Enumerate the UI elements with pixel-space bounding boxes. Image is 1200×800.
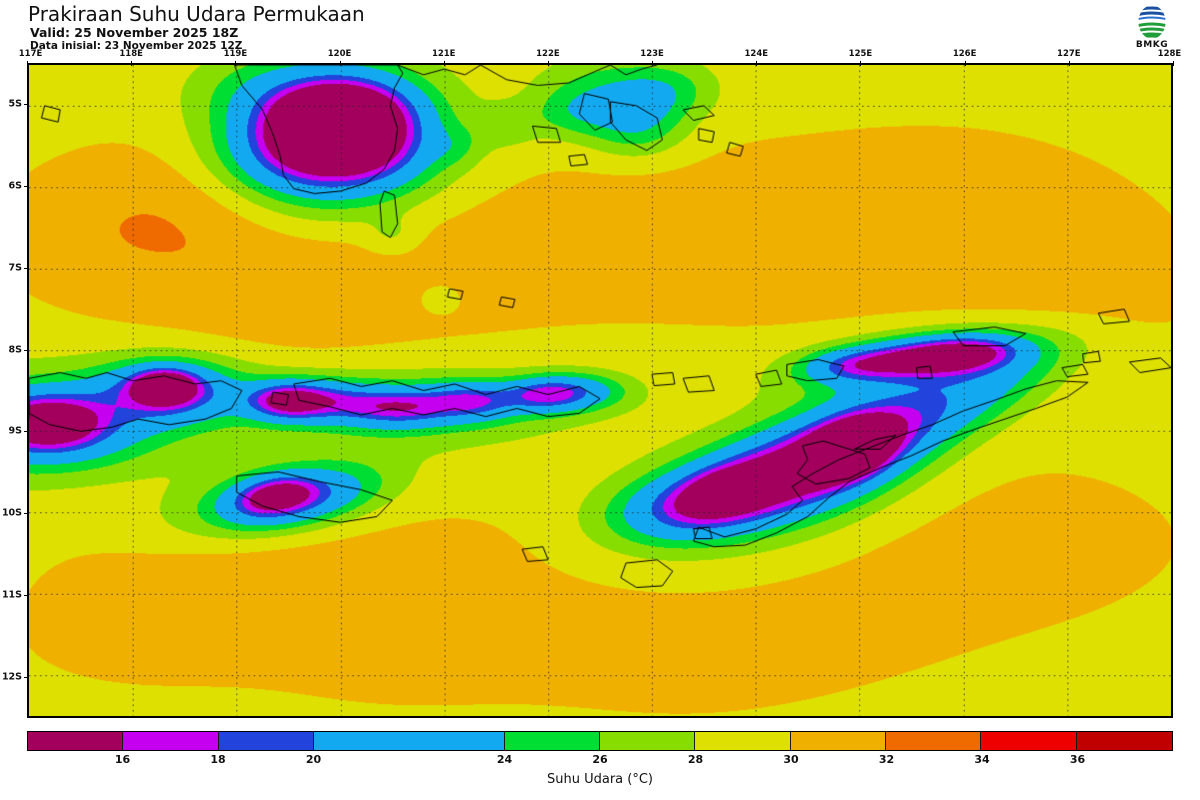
colorbar-tick-label: 26 — [592, 753, 608, 766]
y-axis-tick — [24, 431, 29, 433]
colorbar-tick-label: 18 — [210, 753, 226, 766]
colorbar-band — [123, 732, 219, 750]
colorbar-title: Suhu Udara (°C) — [547, 772, 653, 787]
x-axis-tick — [756, 61, 758, 66]
y-axis-tick — [24, 103, 29, 105]
y-axis-tick — [24, 349, 29, 351]
temperature-field-canvas — [29, 65, 1171, 716]
colorbar-tick-label: 34 — [974, 753, 990, 766]
y-axis-label: 12S — [1, 671, 22, 683]
colorbar-band — [885, 732, 982, 750]
colorbar-tick-label: 16 — [114, 753, 131, 766]
colorbar-tick-label: 36 — [1069, 753, 1086, 766]
y-axis-label: 6S — [8, 180, 22, 192]
colorbar-tick-label: 30 — [783, 753, 799, 766]
colorbar-band — [981, 732, 1077, 750]
x-axis-label: 119E — [223, 49, 248, 59]
x-axis-label: 123E — [640, 49, 664, 59]
x-axis-label: 117E — [18, 49, 43, 59]
y-axis-tick — [24, 677, 29, 679]
x-axis-tick — [27, 61, 28, 66]
y-axis-tick — [24, 185, 29, 187]
y-axis-label: 8S — [8, 344, 22, 356]
colorbar-band — [1076, 732, 1172, 750]
valid-time-label: Valid: 25 November 2025 18Z — [30, 25, 239, 40]
colorbar-tick-label: 20 — [305, 753, 322, 766]
x-axis-label: 128E — [1157, 49, 1182, 59]
x-axis-label: 122E — [536, 49, 560, 59]
x-axis-label: 118E — [119, 49, 143, 59]
colorbar-band — [28, 732, 124, 750]
page-title: Prakiraan Suhu Udara Permukaan — [28, 2, 365, 26]
y-axis-tick — [24, 595, 29, 597]
y-axis-tick — [24, 267, 29, 269]
x-axis-tick — [964, 61, 966, 66]
colorbar[interactable] — [27, 731, 1173, 751]
x-axis-tick — [1173, 61, 1174, 66]
x-axis-tick — [1068, 61, 1070, 66]
x-axis-tick — [547, 61, 549, 66]
forecast-map[interactable]: Sumber Data: WRF - CIPS BMKG Pusat Meteo… — [27, 63, 1173, 718]
y-axis-tick — [24, 513, 29, 515]
y-axis-label: 11S — [1, 589, 22, 601]
colorbar-band — [790, 732, 886, 750]
x-axis-tick — [339, 61, 341, 66]
x-axis-label: 124E — [744, 49, 769, 59]
bmkg-logo: BMKG — [1122, 4, 1182, 54]
colorbar-band — [599, 732, 696, 750]
y-axis-label: 10S — [1, 507, 22, 519]
x-axis-tick — [443, 61, 445, 66]
colorbar-tick-label: 28 — [687, 753, 704, 766]
x-axis-tick — [235, 61, 237, 66]
x-axis-label: 120E — [327, 49, 352, 59]
y-axis-label: 9S — [8, 425, 22, 437]
colorbar-band — [218, 732, 314, 750]
colorbar-tick-label: 24 — [496, 753, 513, 766]
header: Prakiraan Suhu Udara Permukaan Valid: 25… — [0, 0, 1200, 58]
colorbar-band — [504, 732, 600, 750]
x-axis-label: 125E — [848, 49, 873, 59]
x-axis-tick — [860, 61, 862, 66]
bmkg-logo-label: BMKG — [1135, 40, 1169, 50]
bmkg-globe-icon — [1137, 4, 1167, 40]
colorbar-tick-label: 32 — [878, 753, 895, 766]
initial-data-label: Data inisial: 23 November 2025 12Z — [30, 40, 243, 52]
x-axis-tick — [652, 61, 654, 66]
x-axis-label: 126E — [952, 49, 977, 59]
colorbar-band — [695, 732, 791, 750]
colorbar-band — [313, 732, 505, 750]
y-axis-label: 7S — [8, 262, 22, 274]
x-axis-label: 121E — [431, 49, 456, 59]
x-axis-label: 127E — [1057, 49, 1081, 59]
x-axis-tick — [131, 61, 133, 66]
y-axis-label: 5S — [8, 98, 22, 110]
